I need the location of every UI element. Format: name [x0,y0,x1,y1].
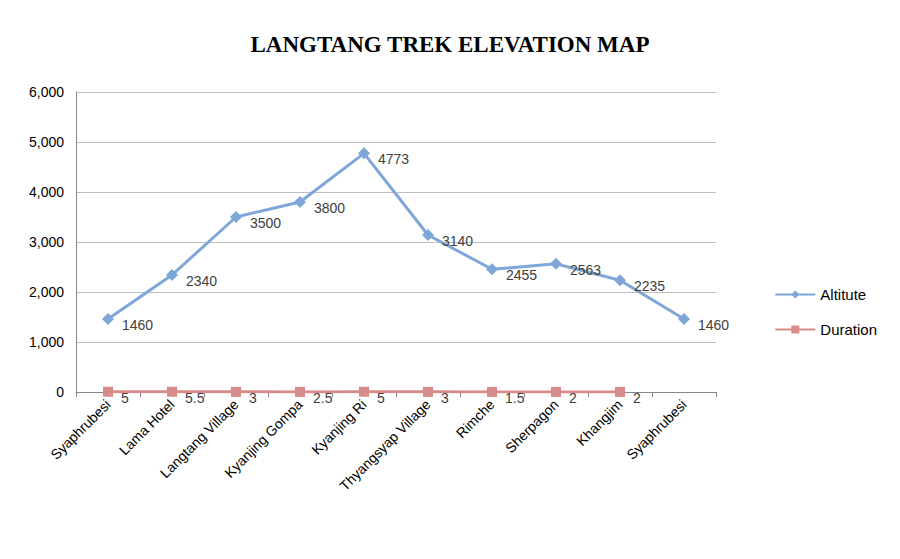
svg-text:Syaphrubesi: Syaphrubesi [47,396,113,462]
svg-text:2563: 2563 [570,262,601,278]
svg-text:2.5: 2.5 [313,390,333,406]
svg-text:2: 2 [633,390,641,406]
svg-text:3140: 3140 [442,233,473,249]
svg-text:1,000: 1,000 [29,334,64,350]
svg-text:3: 3 [441,390,449,406]
svg-text:Rimche: Rimche [453,396,498,441]
svg-text:Lama Hotel: Lama Hotel [115,396,178,459]
svg-text:5: 5 [377,390,385,406]
svg-text:1460: 1460 [698,317,729,333]
svg-text:2,000: 2,000 [29,284,64,300]
svg-text:1.5: 1.5 [505,390,525,406]
svg-text:Langtang Village: Langtang Village [156,396,242,482]
svg-text:2340: 2340 [186,273,217,289]
svg-text:0: 0 [56,384,64,400]
svg-text:5,000: 5,000 [29,134,64,150]
svg-text:5.5: 5.5 [185,390,205,406]
svg-text:3500: 3500 [250,215,281,231]
svg-text:3,000: 3,000 [29,234,64,250]
svg-text:2235: 2235 [634,278,665,294]
svg-text:Syaphrubesi: Syaphrubesi [623,396,689,462]
svg-text:3: 3 [249,390,257,406]
svg-text:1460: 1460 [122,317,153,333]
svg-text:Kyanjing Ri: Kyanjing Ri [308,396,370,458]
svg-text:Kyanjing Gompa: Kyanjing Gompa [221,396,306,481]
svg-text:4773: 4773 [378,151,409,167]
svg-text:Khangjim: Khangjim [573,396,626,449]
svg-text:3800: 3800 [314,200,345,216]
svg-text:Thyangsyap Village: Thyangsyap Village [336,396,434,494]
svg-text:2: 2 [569,390,577,406]
svg-text:4,000: 4,000 [29,184,64,200]
svg-text:2455: 2455 [506,267,537,283]
svg-text:LANGTANG TREK ELEVATION MAP: LANGTANG TREK ELEVATION MAP [251,32,650,57]
svg-text:Altitute: Altitute [820,286,866,303]
svg-text:Duration: Duration [820,321,877,338]
svg-text:6,000: 6,000 [29,84,64,100]
svg-text:Sherpagon: Sherpagon [502,396,562,456]
svg-text:5: 5 [121,390,129,406]
